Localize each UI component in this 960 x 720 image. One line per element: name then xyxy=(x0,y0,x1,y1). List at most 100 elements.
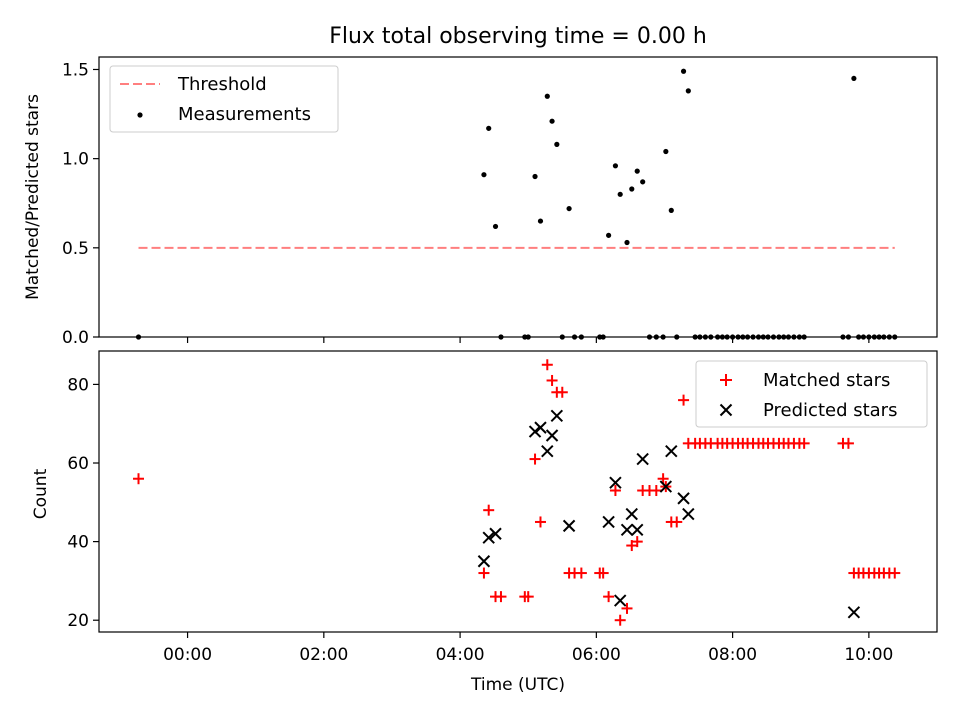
top-legend: Threshold Measurements xyxy=(109,65,339,133)
measurement-point xyxy=(578,334,584,340)
bottom-plot-marks xyxy=(133,359,901,626)
x-tick-label: 08:00 xyxy=(708,645,757,665)
x-tick-label: 04:00 xyxy=(436,645,485,665)
bottom-plot-frame xyxy=(98,350,938,633)
bottom-y-tick-label: 60 xyxy=(67,454,89,474)
measurement-point xyxy=(715,334,721,340)
matched-star-point xyxy=(575,567,587,579)
measurement-point xyxy=(781,334,787,340)
matched-star-point xyxy=(631,536,643,548)
predicted-star-point xyxy=(562,519,576,533)
measurement-point xyxy=(871,334,877,340)
measurement-point xyxy=(719,334,725,340)
matched-star-point xyxy=(678,394,690,406)
matched-star-point xyxy=(614,614,626,626)
legend-measurements-label: Measurements xyxy=(178,104,311,125)
matched-star-point xyxy=(597,567,609,579)
predicted-star-point xyxy=(659,480,673,493)
measurement-point xyxy=(776,334,782,340)
top-plot-frame xyxy=(98,56,938,338)
measurement-point xyxy=(801,334,807,340)
matched-star-point xyxy=(478,567,490,579)
x-axis-label: Time (UTC) xyxy=(470,675,565,695)
matched-star-point xyxy=(621,602,633,614)
predicted-star-point xyxy=(609,476,622,489)
predicted-star-point xyxy=(620,523,634,537)
measurement-point xyxy=(640,179,646,185)
measurement-point xyxy=(785,334,792,340)
measurement-point xyxy=(765,334,771,340)
predicted-star-point xyxy=(534,421,547,434)
measurement-point xyxy=(770,334,777,340)
measurement-point xyxy=(724,334,730,340)
matched-star-point xyxy=(522,591,534,603)
measurement-point xyxy=(532,173,538,180)
measurement-point xyxy=(624,239,630,246)
predicted-star-point xyxy=(545,429,559,442)
predicted-star-point xyxy=(677,492,690,505)
top-y-tick-label: 0.0 xyxy=(62,328,89,348)
top-y-tick-label: 0.5 xyxy=(62,239,89,259)
measurement-point xyxy=(135,334,142,340)
measurement-point xyxy=(860,334,867,340)
measurement-point xyxy=(692,334,698,340)
matched-star-point xyxy=(541,359,553,371)
predicted-star-point xyxy=(665,445,678,458)
predicted-star-point xyxy=(602,515,615,529)
measurement-point xyxy=(606,232,612,238)
measurement-point xyxy=(892,334,898,340)
measurement-point xyxy=(559,334,565,340)
measurement-point xyxy=(612,163,619,169)
measurement-point xyxy=(549,118,555,124)
measurement-point xyxy=(674,334,680,340)
measurement-point xyxy=(653,334,659,340)
measurement-point xyxy=(876,334,882,340)
measurement-point xyxy=(660,334,666,340)
measurement-point xyxy=(486,125,492,131)
chart-title: Flux total observing time = 0.00 h xyxy=(329,24,707,49)
measurement-point xyxy=(525,334,531,340)
predicted-star-point xyxy=(613,594,627,607)
measurement-point xyxy=(646,334,653,340)
top-legend-box xyxy=(109,65,339,133)
legend-threshold-label: Threshold xyxy=(177,74,267,95)
predicted-star-point xyxy=(482,531,495,544)
measurement-point xyxy=(537,218,544,224)
matched-star-point xyxy=(495,591,507,603)
measurement-point xyxy=(851,75,857,82)
predicted-star-point xyxy=(847,606,861,619)
predicted-star-point xyxy=(625,507,638,521)
top-y-tick-label: 1.0 xyxy=(62,150,89,170)
matched-star-point xyxy=(671,516,683,528)
legend-matched-label: Matched stars xyxy=(763,370,890,391)
bottom-legend-box xyxy=(695,360,928,428)
legend-matched-swatch xyxy=(720,374,732,386)
x-tick-label: 10:00 xyxy=(844,645,893,665)
matched-star-point xyxy=(650,485,662,497)
bottom-legend: Matched stars Predicted stars xyxy=(695,360,928,428)
predicted-star-point xyxy=(636,452,649,466)
legend-predicted-label: Predicted stars xyxy=(763,400,897,421)
legend-measurements-swatch xyxy=(137,112,143,118)
predicted-star-point xyxy=(477,555,491,568)
measurement-point xyxy=(740,334,746,340)
measurement-point xyxy=(791,334,797,340)
measurement-point xyxy=(629,186,635,192)
measurement-point xyxy=(744,334,751,340)
matched-star-point xyxy=(534,516,546,528)
matched-star-point xyxy=(556,386,568,398)
bottom-y-tick-label: 80 xyxy=(67,375,89,395)
predicted-star-point xyxy=(528,425,542,438)
measurement-point xyxy=(735,334,741,340)
legend-predicted-swatch xyxy=(719,403,733,417)
bottom-y-axis-label: Count xyxy=(31,468,51,519)
predicted-star-point xyxy=(489,527,502,540)
predicted-star-point xyxy=(550,409,564,423)
measurement-point xyxy=(685,88,691,94)
matched-star-point xyxy=(842,437,854,449)
measurement-point xyxy=(617,191,623,197)
predicted-star-point xyxy=(541,445,554,458)
predicted-star-point xyxy=(631,523,644,537)
measurement-point xyxy=(796,334,802,340)
top-y-tick-label: 1.5 xyxy=(62,60,89,80)
